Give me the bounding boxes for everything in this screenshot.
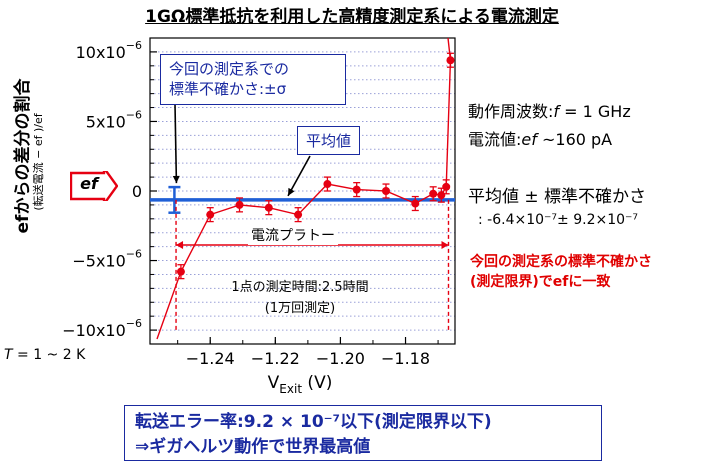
data-point (235, 200, 244, 209)
x-axis-label-sub: Exit (279, 382, 302, 396)
plateau-arrow-right (441, 241, 449, 249)
current-value: ~160 pA (536, 130, 613, 149)
y-tick-label: −10x10−6 (62, 317, 142, 340)
y-tick-label: 5x10−6 (86, 108, 142, 131)
data-point (411, 199, 420, 208)
y-tick-label: 10x10−6 (76, 39, 142, 62)
data-point (446, 56, 455, 65)
temperature-value: = 1 ~ 2 K (12, 347, 86, 363)
mean-arrow-head (288, 187, 295, 196)
plateau-arrow-left (176, 241, 184, 249)
conclusion-line1: 転送エラー率:9.2 × 10⁻⁷以下(測定限界以下) (135, 412, 492, 432)
agreement-note-line1: 今回の測定系の標準不確かさ (470, 254, 652, 270)
y-tick-label: −5x10−6 (72, 248, 142, 271)
data-point (437, 191, 446, 200)
x-axis-label-unit: (V) (302, 373, 332, 393)
uncertainty-callout-line2: 標準不確かさ:±σ (169, 80, 287, 99)
data-point (294, 210, 303, 219)
data-point (442, 182, 451, 191)
agreement-note: 今回の測定系の標準不確かさ (測定限界)でefに一致 (470, 252, 704, 293)
measure-time-line1: 1点の測定時間:2.5時間 (231, 280, 369, 295)
x-tick-label: −1.22 (251, 349, 300, 368)
measure-time-line2: (1万回測定) (264, 300, 336, 316)
data-point (381, 187, 390, 195)
x-axis-label-main: V (268, 373, 280, 393)
conclusion-box: 転送エラー率:9.2 × 10⁻⁷以下(測定限界以下) ⇒ギガヘルツ動作で世界最… (124, 405, 602, 461)
data-point (429, 189, 438, 198)
page-title: 1GΩ標準抵抗を利用した高精度測定系による電流測定 (145, 7, 559, 27)
conclusion-line2: ⇒ギガヘルツ動作で世界最高値 (135, 436, 371, 457)
uncertainty-callout: 今回の測定系での 標準不確かさ:±σ (160, 54, 346, 105)
frequency-symbol: f (553, 102, 560, 121)
frequency-label: 動作周波数: (468, 102, 554, 121)
uncertainty-arrow-head (172, 175, 180, 184)
annotation-layer (150, 103, 455, 330)
data-layer (156, 37, 455, 340)
temperature-label: T = 1 ~ 2 K (4, 347, 85, 363)
current-info: 電流値:ef ~160 pA (468, 126, 612, 150)
data-point (264, 203, 273, 212)
uncertainty-callout-line1: 今回の測定系での (169, 60, 290, 78)
current-label: 電流値: (468, 130, 522, 149)
temperature-symbol: T (4, 347, 13, 363)
y-tick-label: 0 (132, 182, 142, 201)
x-axis-label: VExit (V) (268, 373, 333, 396)
mean-arrow (287, 155, 311, 197)
data-point (323, 180, 332, 189)
ef-badge-label: ef (80, 174, 98, 193)
uncertainty-arrow (174, 103, 178, 184)
frequency-value: = 1 GHz (559, 102, 631, 121)
current-symbol: ef (521, 130, 537, 149)
data-point (176, 267, 185, 276)
frequency-info: 動作周波数:f = 1 GHz (468, 98, 631, 122)
plateau-label: 電流プラトー (248, 225, 338, 245)
x-tick-label: −1.24 (186, 349, 235, 368)
mean-callout: 平均値 (297, 126, 361, 155)
mean-uncertainty-title: 平均値 ± 標準不確かさ (468, 187, 647, 207)
measure-time-note: 1点の測定時間:2.5時間 (1万回測定) (190, 278, 410, 320)
agreement-note-line2: (測定限界)でefに一致 (470, 274, 611, 291)
x-tick-label: −1.18 (381, 349, 430, 368)
ef-arrow-icon (70, 171, 118, 201)
mean-uncertainty-value: : -6.4×10⁻⁷± 9.2×10⁻⁷ (478, 212, 639, 228)
x-tick-label: −1.20 (316, 349, 365, 368)
data-point (206, 210, 215, 219)
data-point (352, 185, 361, 194)
